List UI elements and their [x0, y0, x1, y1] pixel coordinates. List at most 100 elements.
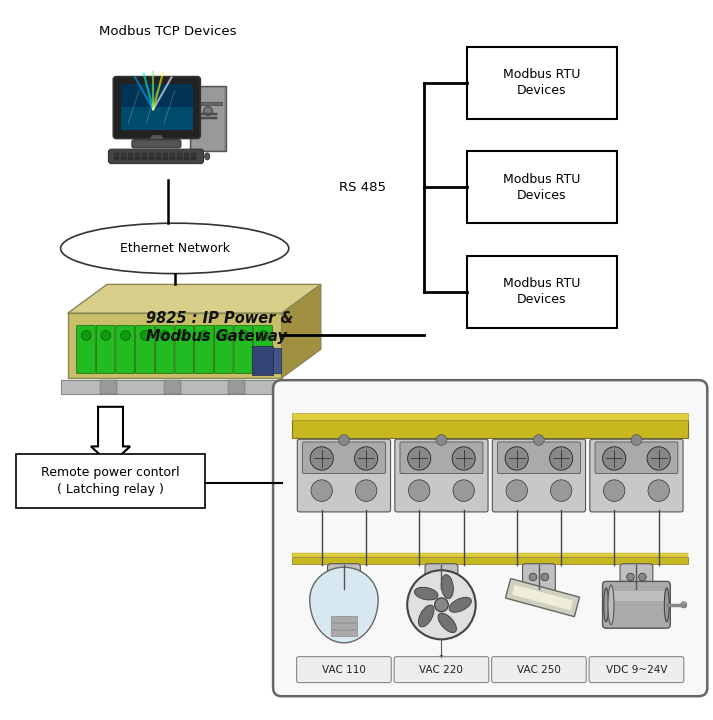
Circle shape — [603, 480, 625, 501]
Circle shape — [239, 330, 248, 341]
FancyBboxPatch shape — [135, 325, 154, 374]
Bar — [142, 158, 147, 160]
Bar — [640, 590, 645, 600]
Bar — [292, 413, 688, 420]
Text: Modbus TCP Devices: Modbus TCP Devices — [99, 25, 236, 38]
Circle shape — [160, 330, 170, 341]
Bar — [61, 380, 289, 395]
FancyBboxPatch shape — [215, 325, 233, 374]
Bar — [467, 47, 617, 119]
FancyBboxPatch shape — [192, 88, 224, 150]
Ellipse shape — [205, 153, 210, 160]
Circle shape — [505, 447, 528, 470]
FancyBboxPatch shape — [327, 564, 360, 593]
Bar — [446, 590, 449, 600]
Circle shape — [204, 107, 212, 115]
Bar — [170, 153, 175, 154]
Text: 9825 : IP Power &
Modbus Gateway: 9825 : IP Power & Modbus Gateway — [146, 311, 294, 343]
Polygon shape — [512, 585, 573, 611]
Bar — [467, 256, 617, 328]
FancyBboxPatch shape — [492, 657, 586, 683]
Bar — [177, 158, 182, 160]
Bar — [228, 380, 245, 395]
Bar — [114, 155, 119, 156]
Bar — [135, 153, 140, 154]
Polygon shape — [68, 284, 321, 313]
Text: VAC 220: VAC 220 — [419, 665, 463, 675]
Circle shape — [334, 573, 342, 581]
Ellipse shape — [438, 613, 456, 633]
FancyBboxPatch shape — [195, 325, 213, 374]
Polygon shape — [506, 579, 580, 616]
Circle shape — [407, 570, 476, 639]
Bar — [190, 153, 196, 154]
Polygon shape — [68, 313, 282, 378]
Circle shape — [101, 330, 111, 341]
Bar — [121, 158, 126, 160]
Bar — [331, 616, 357, 622]
Bar — [149, 155, 154, 156]
Circle shape — [180, 330, 190, 341]
Bar — [16, 454, 205, 508]
Polygon shape — [309, 567, 378, 643]
Circle shape — [681, 602, 687, 608]
FancyBboxPatch shape — [155, 325, 174, 374]
Text: Ethernet Network: Ethernet Network — [120, 242, 230, 255]
Bar — [156, 153, 161, 154]
FancyBboxPatch shape — [523, 564, 555, 593]
Ellipse shape — [665, 588, 670, 621]
FancyBboxPatch shape — [96, 325, 115, 374]
Bar — [163, 153, 168, 154]
Bar — [184, 155, 189, 156]
Polygon shape — [149, 135, 165, 143]
Circle shape — [436, 435, 447, 446]
FancyBboxPatch shape — [595, 442, 678, 474]
Bar — [114, 156, 119, 158]
FancyBboxPatch shape — [113, 76, 200, 138]
FancyBboxPatch shape — [175, 325, 194, 374]
Circle shape — [140, 330, 150, 341]
Bar — [114, 158, 119, 160]
Circle shape — [431, 573, 439, 581]
Circle shape — [627, 573, 635, 581]
Bar — [336, 590, 340, 600]
Circle shape — [529, 573, 537, 581]
Bar — [128, 158, 133, 160]
Circle shape — [550, 447, 573, 470]
FancyBboxPatch shape — [190, 86, 226, 151]
Ellipse shape — [604, 588, 609, 621]
Bar — [609, 591, 664, 600]
Bar — [128, 156, 133, 158]
Circle shape — [199, 330, 209, 341]
FancyBboxPatch shape — [297, 657, 391, 683]
FancyBboxPatch shape — [108, 149, 203, 163]
Circle shape — [258, 330, 268, 341]
Circle shape — [354, 447, 378, 470]
FancyBboxPatch shape — [76, 325, 96, 374]
FancyBboxPatch shape — [602, 582, 670, 628]
Polygon shape — [282, 284, 321, 378]
Bar — [177, 153, 182, 154]
Bar — [194, 102, 222, 104]
Bar — [156, 158, 161, 160]
Text: RS 485: RS 485 — [339, 181, 386, 194]
Bar — [121, 153, 126, 154]
Bar — [273, 348, 281, 373]
Text: VDC 9~24V: VDC 9~24V — [605, 665, 667, 675]
FancyBboxPatch shape — [116, 325, 135, 374]
Circle shape — [533, 435, 544, 446]
FancyBboxPatch shape — [400, 442, 483, 474]
Bar — [121, 107, 193, 130]
FancyBboxPatch shape — [302, 442, 386, 474]
Bar — [467, 151, 617, 223]
Text: VAC 110: VAC 110 — [322, 665, 366, 675]
Bar — [177, 156, 182, 158]
Circle shape — [81, 330, 91, 341]
Circle shape — [408, 447, 431, 470]
Circle shape — [443, 573, 451, 581]
Bar — [184, 153, 189, 154]
Bar — [252, 346, 273, 374]
Bar — [184, 158, 189, 160]
Bar — [114, 153, 119, 154]
Bar — [128, 155, 133, 156]
